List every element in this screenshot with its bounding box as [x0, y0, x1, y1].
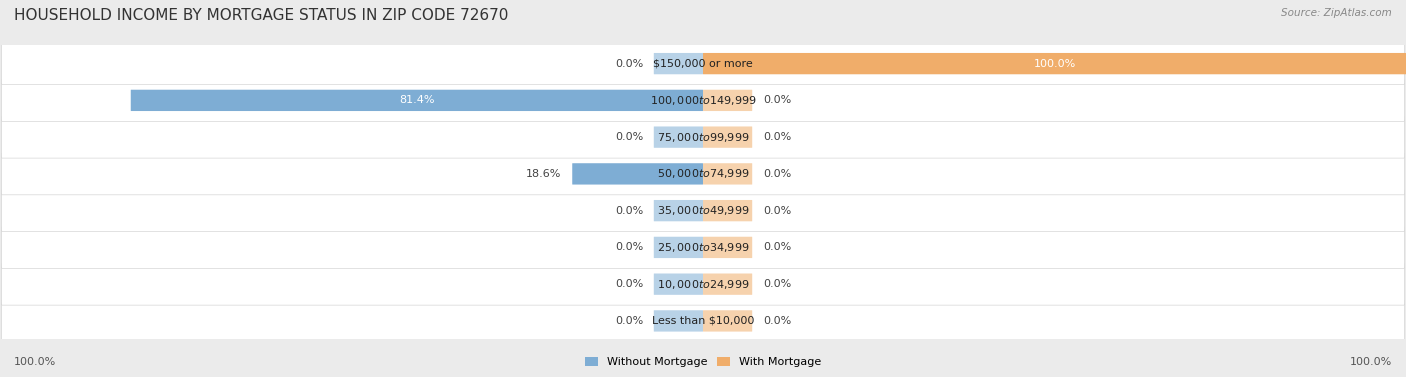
Text: 0.0%: 0.0% — [614, 132, 644, 142]
Text: $25,000 to $34,999: $25,000 to $34,999 — [657, 241, 749, 254]
Text: 0.0%: 0.0% — [762, 205, 792, 216]
Text: 0.0%: 0.0% — [614, 242, 644, 253]
FancyBboxPatch shape — [654, 310, 703, 332]
Text: 0.0%: 0.0% — [614, 58, 644, 69]
Text: $50,000 to $74,999: $50,000 to $74,999 — [657, 167, 749, 180]
FancyBboxPatch shape — [703, 163, 752, 185]
Text: Less than $10,000: Less than $10,000 — [652, 316, 754, 326]
Text: $75,000 to $99,999: $75,000 to $99,999 — [657, 131, 749, 144]
Text: 0.0%: 0.0% — [762, 316, 792, 326]
FancyBboxPatch shape — [131, 90, 703, 111]
FancyBboxPatch shape — [1, 43, 1405, 84]
Text: Source: ZipAtlas.com: Source: ZipAtlas.com — [1281, 8, 1392, 18]
FancyBboxPatch shape — [703, 310, 752, 332]
FancyBboxPatch shape — [703, 126, 752, 148]
FancyBboxPatch shape — [572, 163, 703, 185]
Text: $150,000 or more: $150,000 or more — [654, 58, 752, 69]
Text: 0.0%: 0.0% — [614, 205, 644, 216]
Text: $10,000 to $24,999: $10,000 to $24,999 — [657, 278, 749, 291]
Text: 0.0%: 0.0% — [762, 95, 792, 106]
FancyBboxPatch shape — [1, 116, 1405, 158]
FancyBboxPatch shape — [1, 80, 1405, 121]
Text: 0.0%: 0.0% — [762, 132, 792, 142]
FancyBboxPatch shape — [654, 200, 703, 221]
Text: $100,000 to $149,999: $100,000 to $149,999 — [650, 94, 756, 107]
Text: 81.4%: 81.4% — [399, 95, 434, 106]
FancyBboxPatch shape — [654, 237, 703, 258]
Text: 0.0%: 0.0% — [762, 242, 792, 253]
Legend: Without Mortgage, With Mortgage: Without Mortgage, With Mortgage — [581, 352, 825, 371]
FancyBboxPatch shape — [703, 237, 752, 258]
Text: 0.0%: 0.0% — [614, 279, 644, 289]
FancyBboxPatch shape — [703, 200, 752, 221]
Text: 100.0%: 100.0% — [14, 357, 56, 367]
FancyBboxPatch shape — [703, 90, 752, 111]
FancyBboxPatch shape — [1, 300, 1405, 342]
Text: $35,000 to $49,999: $35,000 to $49,999 — [657, 204, 749, 217]
FancyBboxPatch shape — [1, 263, 1405, 305]
Text: 18.6%: 18.6% — [526, 169, 562, 179]
FancyBboxPatch shape — [654, 126, 703, 148]
FancyBboxPatch shape — [1, 227, 1405, 268]
FancyBboxPatch shape — [703, 273, 752, 295]
FancyBboxPatch shape — [654, 53, 703, 74]
Text: HOUSEHOLD INCOME BY MORTGAGE STATUS IN ZIP CODE 72670: HOUSEHOLD INCOME BY MORTGAGE STATUS IN Z… — [14, 8, 509, 23]
FancyBboxPatch shape — [1, 190, 1405, 231]
Text: 0.0%: 0.0% — [614, 316, 644, 326]
FancyBboxPatch shape — [703, 53, 1406, 74]
Text: 0.0%: 0.0% — [762, 169, 792, 179]
FancyBboxPatch shape — [1, 153, 1405, 195]
Text: 100.0%: 100.0% — [1033, 58, 1076, 69]
FancyBboxPatch shape — [654, 273, 703, 295]
Text: 100.0%: 100.0% — [1350, 357, 1392, 367]
Text: 0.0%: 0.0% — [762, 279, 792, 289]
